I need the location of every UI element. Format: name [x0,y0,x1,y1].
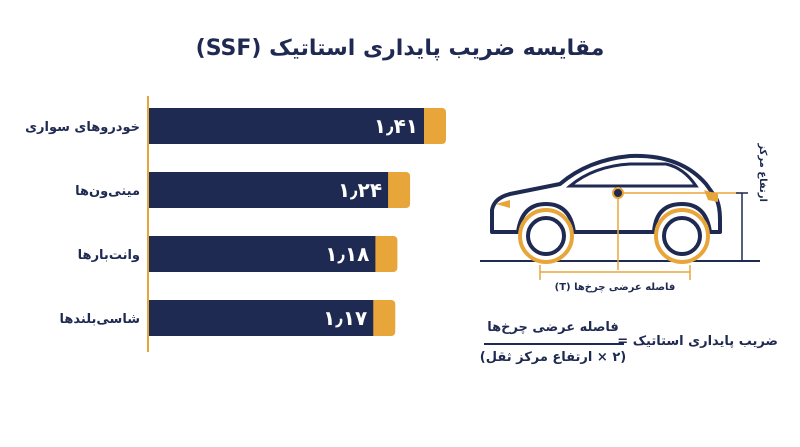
bar-group: ۱٫۴۱ خودروهای سواری ۱٫۲۴ مینی‌ون‌ها ۱٫۱۸ وانت… [25,108,446,336]
track-width-label: فاصله عرضی چرخ‌ها (T) [555,282,676,293]
car-illustration: فاصله عرضی چرخ‌ها (T) ارتفاع مرکز ثقل (H… [480,99,768,293]
ssf-formula: ضریب پایداری استاتیک = فاصله عرضی چرخ‌ها… [478,318,778,378]
car-diagram: فاصله عرضی چرخ‌ها (T) ارتفاع مرکز ثقل (H… [470,99,780,300]
bar [148,172,389,208]
bar [148,300,374,336]
formula-denominator: (۲ × ارتفاع مرکز ثقل) [479,350,627,365]
bar [148,236,376,272]
car-body-icon [490,153,722,234]
bar-tip [369,300,396,336]
category-label: وانت‌بارها [78,248,140,263]
cg-height-label: ارتفاع مرکز ثقل (H) [757,140,768,202]
bar-tip [420,108,446,144]
formula-fraction-bar [484,343,624,345]
bar-value-label: ۱٫۱۷ [323,306,367,330]
bar-value-label: ۱٫۴۱ [374,114,418,138]
formula-left-side: ضریب پایداری استاتیک = [617,334,778,349]
category-label: مینی‌ون‌ها [75,184,140,199]
front-wheel-rim-icon [526,216,566,256]
center-of-gravity-icon [612,187,624,199]
category-label: شاسی‌بلندها [59,312,140,327]
car-window-icon [565,162,699,188]
category-label: خودروهای سواری [25,120,140,135]
bar-value-label: ۱٫۲۴ [338,178,382,202]
bar-tip [371,236,398,272]
chart-title: مقایسه ضریب پایداری استاتیک (SSF) [195,36,605,61]
bar-value-label: ۱٫۱۸ [325,242,369,266]
headlight-icon [496,200,510,208]
rear-wheel-rim-icon [662,216,702,256]
bar [148,108,424,144]
bar-tip [384,172,411,208]
formula-numerator: فاصله عرضی چرخ‌ها [487,320,619,335]
bar-chart: ۱٫۴۱ خودروهای سواری ۱٫۲۴ مینی‌ون‌ها ۱٫۱۸ وانت… [25,96,446,352]
